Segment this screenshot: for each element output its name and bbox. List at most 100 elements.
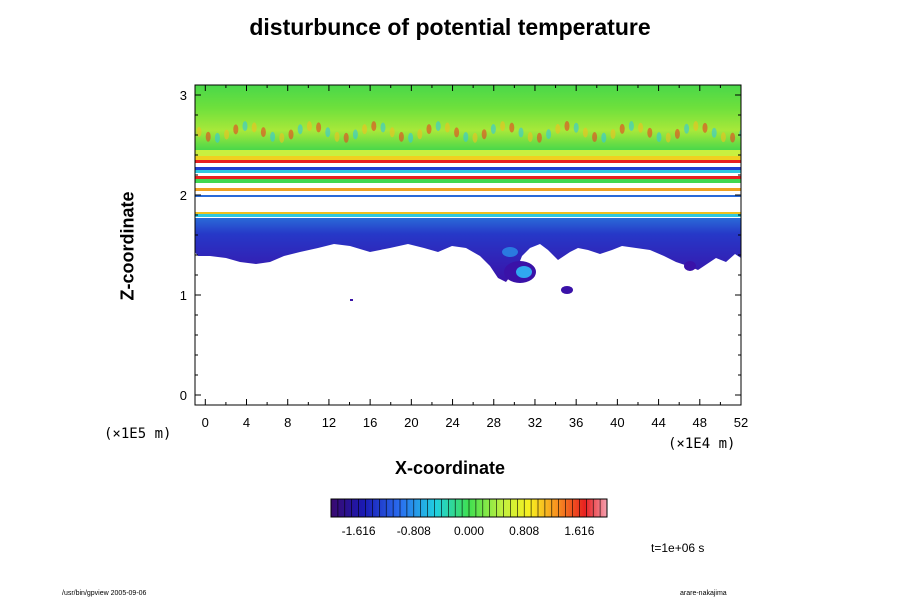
wave-blob xyxy=(251,122,257,133)
wave-blob xyxy=(739,129,741,139)
wave-blob xyxy=(619,123,625,134)
band-stripe xyxy=(195,150,741,156)
wave-blob xyxy=(463,131,469,142)
footer-left: /usr/bin/gpview 2005-09-06 xyxy=(62,590,147,597)
colorbar-tick-label: 0.000 xyxy=(454,524,484,538)
x-tick-label: 0 xyxy=(202,415,209,430)
band-stripe xyxy=(195,188,741,191)
band-stripe xyxy=(195,156,741,160)
y-tick-label: 2 xyxy=(180,188,187,203)
wave-blob xyxy=(306,121,312,132)
x-axis-label: X-coordinate xyxy=(394,458,505,478)
wave-blob xyxy=(205,131,211,142)
wave-blob xyxy=(638,122,644,133)
time-label: t=1e+06 s xyxy=(651,541,705,555)
band-stripe xyxy=(195,183,741,188)
x-tick-label: 40 xyxy=(610,415,624,430)
x-tick-label: 24 xyxy=(445,415,459,430)
plot-frame xyxy=(194,84,742,406)
wave-blob xyxy=(647,127,653,138)
x-tick-label: 48 xyxy=(693,415,707,430)
x-tick-label: 28 xyxy=(487,415,501,430)
wave-blob xyxy=(711,127,717,138)
wave-blob xyxy=(260,127,266,138)
wave-blob xyxy=(628,121,634,132)
x-scale-label: (×1E4 m) xyxy=(668,436,736,452)
wave-blob xyxy=(389,127,395,138)
colorbar-tick-label: -0.808 xyxy=(397,524,431,538)
wave-blob xyxy=(316,122,322,133)
wave-blob xyxy=(352,129,358,140)
wave-blob xyxy=(444,122,450,133)
field-image xyxy=(195,85,741,301)
wave-blob xyxy=(472,132,478,143)
x-tick-label: 20 xyxy=(404,415,418,430)
wave-blob xyxy=(555,123,561,134)
x-tick-label: 36 xyxy=(569,415,583,430)
wave-blob xyxy=(656,132,662,143)
x-tick-label: 32 xyxy=(528,415,542,430)
x-tick-label: 12 xyxy=(322,415,336,430)
x-tick-label: 44 xyxy=(651,415,665,430)
cold-layer xyxy=(195,218,741,282)
wave-blob xyxy=(288,129,294,140)
wave-blob xyxy=(343,132,349,143)
wave-blob xyxy=(454,127,460,138)
band-stripe xyxy=(195,197,741,212)
colorbar-tick-label: 1.616 xyxy=(564,524,594,538)
wave-blob xyxy=(500,121,506,132)
wave-blob xyxy=(334,131,340,142)
z-scale-label: (×1E5 m) xyxy=(104,426,172,442)
colorbar-frame xyxy=(330,498,608,518)
band-stripe xyxy=(195,167,741,170)
wave-blob xyxy=(592,132,598,143)
wave-blob xyxy=(233,124,239,135)
wave-blob xyxy=(610,129,616,140)
wave-blob xyxy=(564,121,570,132)
band-stripe xyxy=(195,173,741,176)
band-stripe xyxy=(195,195,741,197)
y-tick-label: 3 xyxy=(180,88,187,103)
wave-blob xyxy=(582,127,588,138)
wave-blob xyxy=(720,132,726,143)
x-tick-label: 52 xyxy=(734,415,748,430)
wave-blob xyxy=(371,121,377,132)
wave-blob xyxy=(730,132,736,143)
wave-blob xyxy=(665,132,671,143)
y-tick-label: 1 xyxy=(180,288,187,303)
wave-blob xyxy=(573,122,579,133)
oscillation-band xyxy=(195,121,741,212)
x-tick-label: 8 xyxy=(284,415,291,430)
wave-blob xyxy=(224,129,230,140)
wave-blob xyxy=(601,132,607,143)
wave-blob xyxy=(398,131,404,142)
y-tick-label: 0 xyxy=(180,388,187,403)
wave-blob xyxy=(279,132,285,143)
y-axis-label: Z-coordinate xyxy=(117,191,138,301)
x-tick-label: 16 xyxy=(363,415,377,430)
wave-blob xyxy=(684,123,690,134)
wave-blob xyxy=(546,129,552,140)
wave-blob xyxy=(481,129,487,140)
band-stripe xyxy=(195,191,741,195)
wave-blob xyxy=(214,132,220,143)
wave-blob xyxy=(536,132,542,143)
wave-blob xyxy=(297,124,303,135)
wave-blob xyxy=(426,124,432,135)
footer-right: arare-nakajima xyxy=(680,590,727,597)
wave-blob xyxy=(490,123,496,134)
band-stripe xyxy=(195,163,741,167)
band-stripe xyxy=(195,179,741,183)
wave-blob xyxy=(380,122,386,133)
wave-blob xyxy=(362,124,368,135)
band-stripe xyxy=(195,176,741,179)
wave-blob xyxy=(325,127,331,138)
wave-blob xyxy=(270,131,276,142)
colorbar-tick-label: -1.616 xyxy=(342,524,376,538)
colorbar-tick-label: 0.808 xyxy=(509,524,539,538)
wave-blob xyxy=(527,131,533,142)
band-stripe xyxy=(195,160,741,163)
wave-blob xyxy=(518,127,524,138)
wave-blob xyxy=(702,122,708,133)
